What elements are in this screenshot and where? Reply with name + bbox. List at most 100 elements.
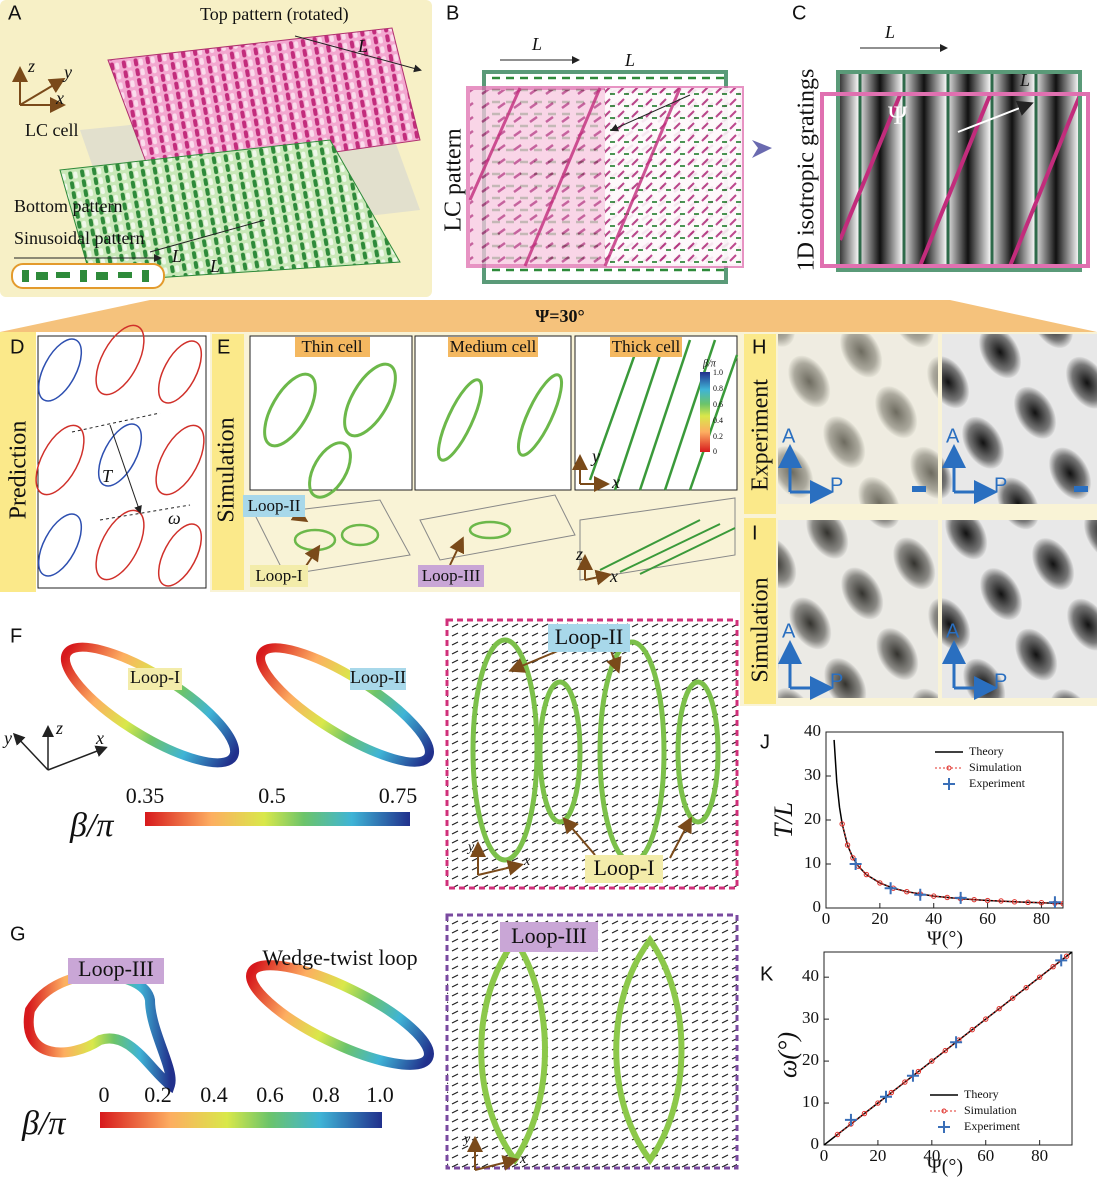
annotation: P	[994, 474, 1007, 496]
panel-b: B L L LC pattern	[441, 2, 773, 282]
decoration	[36, 272, 48, 280]
panel-label: C	[792, 2, 806, 24]
axis-label: x	[95, 728, 104, 748]
axis-label: y	[590, 446, 600, 466]
annotation: L	[209, 256, 220, 276]
tag: Loop-I	[255, 566, 303, 585]
annotation: L	[171, 246, 182, 266]
colorbar-tick: 1.0	[713, 368, 723, 377]
legend-label: Experiment	[964, 1119, 1021, 1133]
decoration	[145, 812, 410, 826]
panel-a: A Top pattern (rotated) L LC cell Bottom…	[0, 0, 432, 297]
axis-label: y	[62, 62, 72, 82]
panel-label: J	[760, 731, 770, 753]
y-tick-label: 40	[802, 966, 819, 985]
annotation: A	[782, 425, 796, 447]
y-tick-label: 20	[804, 809, 821, 828]
side-label: Simulation	[748, 577, 774, 682]
decoration	[118, 272, 132, 278]
axis-label: x	[523, 854, 531, 869]
tag: Thick cell	[612, 337, 681, 356]
tag: Loop-I	[130, 667, 180, 687]
colorbar-tick: 0.8	[713, 384, 723, 393]
annotation: A	[782, 620, 796, 642]
colorbar-tick: 0.8	[312, 1082, 340, 1107]
y-axis-label: T/L	[769, 802, 798, 838]
axis-label: y	[466, 840, 475, 855]
x-tick-label: 60	[977, 1146, 994, 1165]
decoration	[51, 628, 249, 783]
tag: Thin cell	[302, 337, 363, 356]
annotation: P	[994, 670, 1007, 692]
colorbar-label: β/π	[21, 1105, 66, 1142]
legend-label: Theory	[969, 744, 1004, 758]
colorbar-tick: 0.75	[379, 783, 418, 808]
decoration	[778, 520, 938, 698]
annotation: A	[946, 620, 960, 642]
x-tick-label: 20	[871, 909, 888, 928]
colorbar-tick: 0.6	[256, 1082, 284, 1107]
y-tick-label: 10	[802, 1092, 819, 1111]
decoration	[700, 372, 710, 452]
x-tick-label: 0	[820, 1146, 829, 1165]
plot-frame	[826, 732, 1063, 908]
axis-label: x	[55, 88, 64, 108]
decoration	[447, 915, 737, 1168]
y-tick-label: 40	[804, 721, 821, 740]
colorbar-tick: 0.4	[200, 1082, 228, 1107]
y-tick-label: 0	[813, 897, 822, 916]
annotation: Sinusoidal pattern	[14, 228, 144, 248]
panel-c: C L Ψ L 1D isotropic gratings	[792, 2, 1088, 271]
annotation: L	[1019, 70, 1030, 90]
side-label: 1D isotropic gratings	[794, 69, 820, 272]
y-axis-label: ω(°)	[773, 1032, 802, 1078]
annotation: A	[946, 425, 960, 447]
colorbar-tick: 0.5	[258, 783, 286, 808]
annotation: Top pattern (rotated)	[200, 4, 349, 25]
colorbar-tick: 0	[99, 1082, 110, 1107]
decoration	[942, 520, 1097, 698]
y-tick-label: 0	[811, 1134, 820, 1153]
panel-e: E Simulation Thin cell Medium cell Thick…	[210, 332, 740, 592]
legend-label: Experiment	[969, 776, 1026, 790]
decoration	[96, 272, 108, 280]
panel-label: F	[10, 625, 22, 647]
decoration	[100, 1112, 382, 1128]
banner-text: Ψ=30°	[535, 306, 585, 326]
colorbar-tick: 0.35	[126, 783, 165, 808]
axis-label: y	[462, 1132, 471, 1147]
colorbar-tick: 0.2	[144, 1082, 172, 1107]
panel-f: F Loop-I Loop-II y z x β/π 0.35 0.5 0.75…	[2, 620, 737, 888]
tag: Medium cell	[450, 337, 537, 356]
panel-d: D Prediction T ω	[0, 318, 214, 593]
tag: Loop-II	[248, 496, 301, 515]
annotation: Ψ	[888, 101, 908, 130]
decoration	[56, 272, 70, 278]
y-tick-label: 30	[804, 765, 821, 784]
panel-label: A	[8, 2, 22, 24]
decoration	[752, 140, 772, 158]
decoration	[415, 336, 571, 490]
side-label: LC pattern	[441, 128, 467, 231]
annotation: L	[624, 50, 635, 70]
panel-label: D	[10, 336, 24, 358]
charts: 010203040020406080TheorySimulationExperi…	[760, 721, 1072, 1178]
axis-label: x	[611, 472, 620, 492]
annotation: Bottom pattern	[14, 196, 122, 216]
decoration	[250, 336, 412, 490]
tag: Loop-III	[78, 956, 154, 981]
panel-label: E	[217, 336, 230, 358]
x-tick-label: 60	[979, 909, 996, 928]
tag: Loop-I	[593, 855, 654, 880]
x-axis-label: Ψ(°)	[927, 1156, 963, 1178]
x-tick-label: 40	[925, 909, 942, 928]
decoration	[29, 975, 171, 1085]
colorbar-tick: 0.6	[713, 400, 723, 409]
x-tick-label: 80	[1031, 1146, 1048, 1165]
decoration	[48, 748, 105, 770]
panel-h-i: H Experiment A P A P I Simulation A P A …	[740, 332, 1097, 706]
decoration	[142, 270, 149, 282]
decoration	[942, 334, 1097, 504]
annotation: L	[884, 22, 895, 42]
axis-label: y	[2, 728, 12, 748]
